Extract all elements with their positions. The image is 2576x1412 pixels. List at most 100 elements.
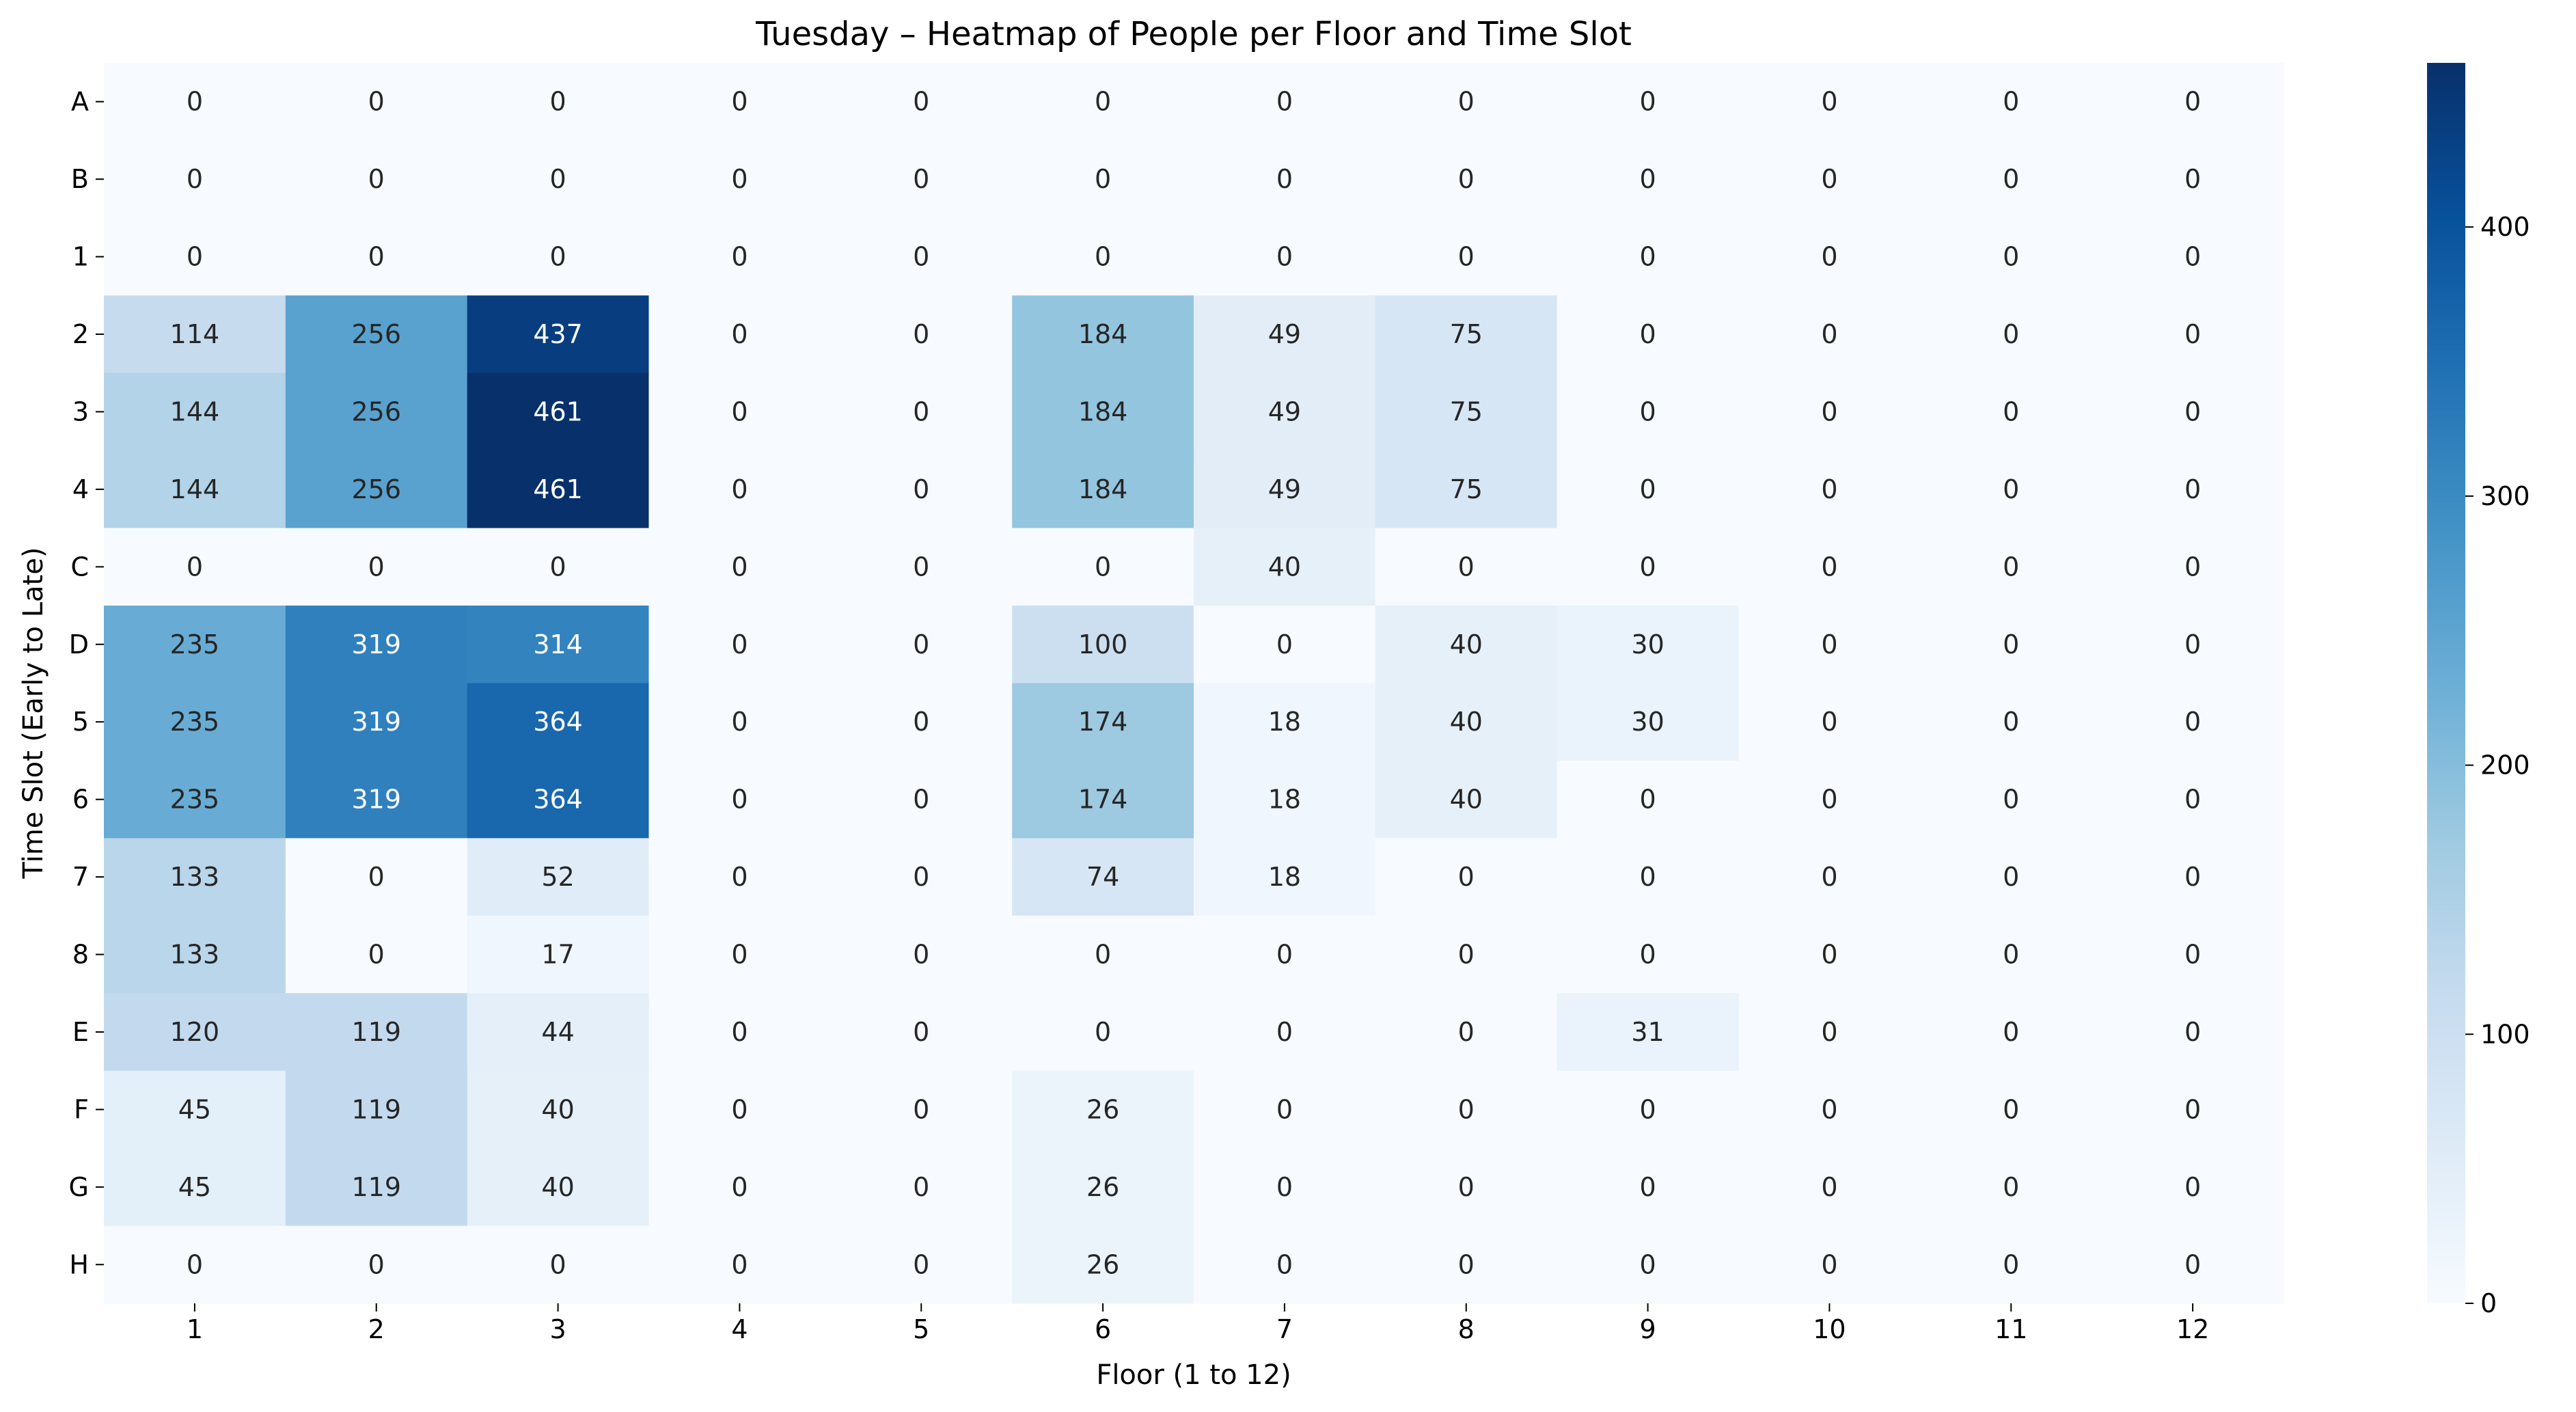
heatmap-cell [1557,1225,1740,1304]
cell-value-label: 461 [533,396,583,426]
heatmap-cell [285,140,468,219]
cell-value-label: 0 [368,940,385,970]
heatmap-cell [1557,140,1740,219]
y-tick-label: C [70,552,89,582]
heatmap-cell [1557,450,1740,529]
heatmap-cell [104,528,286,606]
heatmap-cell [648,295,831,374]
heatmap-cell [1738,1225,1921,1304]
cell-value-label: 120 [170,1017,220,1047]
heatmap-cell [1375,295,1558,374]
heatmap-cell [648,372,831,451]
cell-value-label: 0 [731,629,748,660]
cell-value-label: 0 [1821,474,1837,504]
cell-value-label: 314 [533,629,583,660]
x-tick-label: 3 [549,1314,566,1344]
cell-value-label: 0 [187,242,203,272]
cell-value-label: 100 [1078,629,1128,660]
cell-value-label: 0 [1276,242,1293,272]
cell-value-label: 119 [351,1017,401,1047]
cell-value-label: 0 [731,552,748,582]
heatmap-cell [285,838,468,917]
cell-value-label: 0 [2003,1249,2019,1279]
cell-value-label: 0 [1095,242,1111,272]
cell-value-label: 0 [731,862,748,892]
heatmap-cell [1375,915,1558,994]
cell-value-label: 235 [170,707,220,737]
heatmap-cell [1557,760,1740,839]
heatmap-cell [104,1148,286,1227]
cell-value-label: 0 [2184,1094,2201,1124]
cell-value-label: 256 [351,319,401,349]
y-tick-label: 1 [72,242,89,272]
cell-value-label: 0 [1458,862,1475,892]
heatmap-cell [1557,683,1740,761]
heatmap-cell [830,217,1013,296]
heatmap-cell [1738,372,1921,451]
heatmap-cell [1920,1070,2102,1149]
heatmap-cell [2102,217,2284,296]
heatmap-cell [1738,683,1921,761]
heatmap-cell [2102,1148,2284,1227]
heatmap-cell [1012,372,1194,451]
heatmap-cell [648,1070,831,1149]
heatmap-cell [1738,528,1921,606]
cell-value-label: 75 [1450,474,1483,504]
cell-value-label: 0 [1821,319,1837,349]
cell-value-label: 461 [533,474,583,504]
heatmap-cell [830,1225,1013,1304]
heatmap-cell [1375,528,1558,606]
x-tick-label: 9 [1639,1314,1656,1344]
cell-value-label: 0 [1821,396,1837,426]
heatmap-cell [1738,606,1921,684]
cell-value-label: 0 [1458,1172,1475,1202]
cell-value-label: 0 [913,940,929,970]
heatmap-cell [1194,63,1376,141]
cell-value-label: 0 [913,707,929,737]
cell-value-label: 0 [2184,707,2201,737]
heatmap-cell [648,1225,831,1304]
heatmap-cell [830,372,1013,451]
heatmap-cell [830,1070,1013,1149]
heatmap-cell [285,606,468,684]
x-axis-title: Floor (1 to 12) [1096,1359,1291,1391]
cell-value-label: 0 [187,164,203,194]
heatmap-cell [285,1225,468,1304]
heatmap-cells [104,63,2284,1304]
cell-value-label: 184 [1078,396,1128,426]
heatmap-cell [1012,1225,1194,1304]
cell-value-label: 0 [368,164,385,194]
heatmap-cell [648,915,831,994]
y-tick-label: 2 [72,319,89,349]
heatmap-cell [648,528,831,606]
heatmap-cell [104,683,286,761]
cell-value-label: 0 [2184,242,2201,272]
heatmap-cell [467,606,650,684]
cell-value-label: 0 [2003,474,2019,504]
cell-value-label: 0 [913,242,929,272]
x-tick-label: 12 [2176,1314,2209,1344]
cell-value-label: 0 [2184,164,2201,194]
heatmap-cell [1738,140,1921,219]
heatmap-cell [104,606,286,684]
heatmap-cell [1194,295,1376,374]
cell-value-label: 174 [1078,707,1128,737]
colorbar-tick-label: 400 [2480,212,2530,242]
heatmap-cell [467,1070,650,1149]
cell-value-label: 319 [351,707,401,737]
cell-value-label: 30 [1631,629,1664,660]
cell-value-label: 0 [731,1172,748,1202]
heatmap-cell [1375,760,1558,839]
heatmap-cell [830,606,1013,684]
cell-value-label: 40 [1450,707,1483,737]
cell-value-label: 0 [1458,1249,1475,1279]
heatmap-cell [467,838,650,917]
cell-value-label: 0 [1639,940,1656,970]
heatmap-cell [1194,372,1376,451]
heatmap-cell [1012,838,1194,917]
heatmap-cell [1194,528,1376,606]
heatmap-cell [1920,528,2102,606]
cell-value-label: 0 [2003,707,2019,737]
x-tick-label: 7 [1276,1314,1293,1344]
